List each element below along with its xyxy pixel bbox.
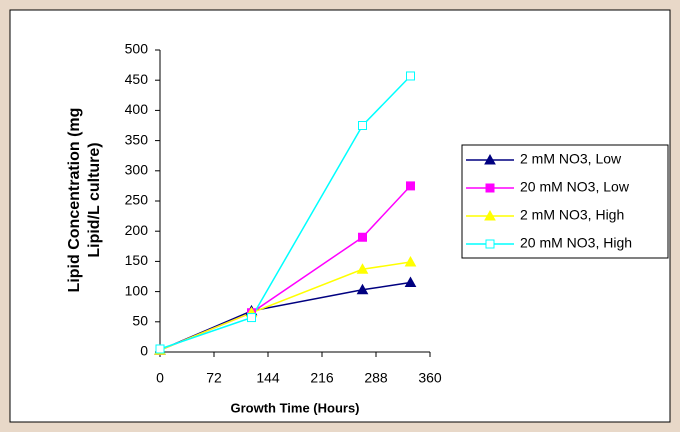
marker: [485, 183, 495, 193]
marker: [404, 276, 417, 288]
y-tick-label: 50: [132, 313, 148, 329]
marker: [358, 121, 367, 130]
y-tick-label: 0: [140, 343, 148, 359]
legend-label: 2 mM NO3, Low: [520, 151, 622, 167]
y-tick-label: 200: [125, 222, 149, 238]
marker: [358, 232, 367, 242]
series-line: [159, 261, 411, 351]
marker: [406, 181, 415, 191]
y-tick-label: 400: [125, 101, 149, 117]
y-tick-label: 100: [125, 282, 149, 298]
legend-label: 20 mM NO3, Low: [520, 179, 630, 195]
marker: [484, 209, 496, 221]
x-tick-label: 144: [256, 370, 280, 386]
x-tick-label: 0: [156, 370, 164, 386]
x-axis-label: Growth Time (Hours): [230, 400, 359, 415]
marker: [247, 313, 256, 323]
marker: [484, 153, 496, 165]
marker: [404, 255, 417, 267]
y-axis-label-line: Lipid/L culture): [86, 142, 103, 257]
series-line: [159, 281, 411, 351]
x-tick-label: 72: [206, 370, 222, 386]
y-tick-label: 250: [125, 192, 149, 208]
y-axis-label-line: Lipid Concentration (mg: [66, 108, 83, 293]
marker: [155, 344, 165, 354]
legend-label: 20 mM NO3, High: [520, 235, 632, 251]
marker: [406, 71, 415, 81]
marker: [356, 263, 369, 274]
y-tick-label: 150: [125, 252, 149, 268]
x-tick-label: 288: [364, 370, 388, 386]
marker: [356, 283, 369, 295]
x-tick-label: 216: [310, 370, 334, 386]
y-axis-label: Lipid Concentration (mg Lipid/L culture): [66, 108, 103, 293]
y-tick-label: 300: [125, 162, 149, 178]
series-line: [159, 75, 412, 350]
y-tick-label: 450: [125, 71, 149, 87]
legend-box: [461, 144, 669, 259]
marker: [485, 239, 495, 249]
y-tick-label: 350: [125, 131, 149, 147]
y-tick-label: 500: [125, 41, 149, 57]
x-tick-label: 360: [418, 370, 442, 386]
legend-label: 2 mM NO3, High: [520, 207, 624, 223]
